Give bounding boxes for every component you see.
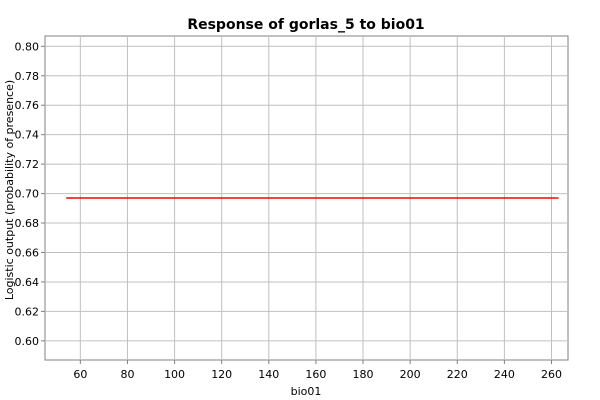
- y-tick-label: 0.74: [15, 129, 40, 142]
- y-tick-label: 0.66: [15, 246, 40, 259]
- y-tick-label: 0.64: [15, 276, 40, 289]
- x-tick-label: 80: [120, 368, 134, 381]
- y-tick-label: 0.78: [15, 70, 40, 83]
- y-tick-label: 0.76: [15, 99, 40, 112]
- x-tick-label: 140: [258, 368, 279, 381]
- x-tick-label: 60: [73, 368, 87, 381]
- x-tick-label: 160: [305, 368, 326, 381]
- x-tick-label: 120: [211, 368, 232, 381]
- chart-title: Response of gorlas_5 to bio01: [187, 17, 424, 33]
- x-tick-label: 200: [400, 368, 421, 381]
- x-tick-label: 260: [541, 368, 562, 381]
- y-tick-label: 0.70: [15, 188, 40, 201]
- y-tick-label: 0.72: [15, 158, 40, 171]
- x-tick-label: 100: [164, 368, 185, 381]
- x-axis-label: bio01: [291, 385, 322, 398]
- y-tick-label: 0.60: [15, 335, 40, 348]
- y-axis-label: Logistic output (probability of presence…: [3, 80, 16, 300]
- y-tick-label: 0.80: [15, 40, 40, 53]
- x-tick-label: 220: [447, 368, 468, 381]
- x-tick-label: 180: [353, 368, 374, 381]
- y-tick-label: 0.62: [15, 305, 40, 318]
- y-tick-label: 0.68: [15, 217, 40, 230]
- x-tick-label: 240: [494, 368, 515, 381]
- axis-ticks: 60 80 100 120 140 160 180 200 220 240 260 0.60 0.62 0…: [15, 40, 563, 381]
